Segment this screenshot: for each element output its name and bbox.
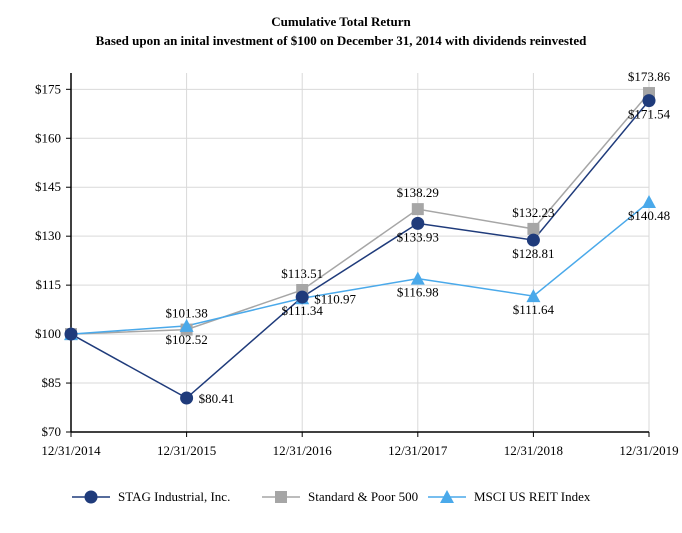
x-tick-label: 12/31/2018	[504, 443, 563, 458]
y-tick-label: $130	[35, 228, 61, 243]
series-line	[70, 92, 650, 335]
y-tick-label: $160	[35, 130, 61, 145]
data-point	[410, 271, 425, 285]
data-point	[179, 318, 194, 332]
data-point	[180, 391, 194, 405]
data-label: $80.41	[199, 391, 235, 406]
data-label: $113.51	[281, 266, 323, 281]
y-tick-label: $115	[35, 277, 61, 292]
data-label: $138.29	[397, 185, 439, 200]
x-tick-label: 12/31/2014	[41, 443, 101, 458]
legend-marker	[440, 490, 454, 503]
data-label: $111.64	[513, 302, 555, 317]
y-tick-label: $70	[42, 424, 62, 439]
y-tick-label: $175	[35, 81, 61, 96]
data-label: $110.97	[314, 291, 356, 306]
data-label: $133.93	[397, 229, 439, 244]
data-label: $111.34	[282, 303, 324, 318]
data-label: $132.23	[512, 205, 554, 220]
legend-label: STAG Industrial, Inc.	[118, 489, 230, 504]
data-point	[526, 289, 541, 303]
legend-label: MSCI US REIT Index	[474, 489, 591, 504]
data-point	[642, 94, 656, 108]
y-tick-label: $85	[42, 375, 62, 390]
data-label: $171.54	[628, 107, 671, 122]
x-tick-label: 12/31/2016	[273, 443, 333, 458]
chart-subtitle: Based upon an inital investment of $100 …	[95, 33, 587, 48]
data-point	[411, 216, 425, 230]
series-line	[70, 100, 650, 399]
chart-title: Cumulative Total Return	[271, 14, 411, 29]
x-tick-label: 12/31/2015	[157, 443, 216, 458]
series-line	[70, 201, 650, 335]
data-label: $140.48	[628, 208, 670, 223]
data-point	[64, 327, 78, 341]
data-point	[527, 222, 540, 235]
legend-marker	[84, 490, 98, 504]
data-label: $173.86	[628, 69, 671, 84]
data-label: $128.81	[512, 246, 554, 261]
data-point	[411, 203, 424, 216]
y-tick-label: $145	[35, 179, 61, 194]
y-tick-label: $100	[35, 326, 61, 341]
x-tick-label: 12/31/2019	[619, 443, 678, 458]
data-point	[642, 194, 656, 208]
data-label: $116.98	[397, 285, 439, 300]
data-label: $102.52	[165, 332, 207, 347]
data-point	[295, 290, 309, 304]
legend-label: Standard & Poor 500	[308, 489, 418, 504]
data-label: $101.38	[165, 306, 207, 321]
x-tick-label: 12/31/2017	[388, 443, 448, 458]
legend-marker	[275, 491, 287, 503]
data-point	[526, 233, 540, 247]
